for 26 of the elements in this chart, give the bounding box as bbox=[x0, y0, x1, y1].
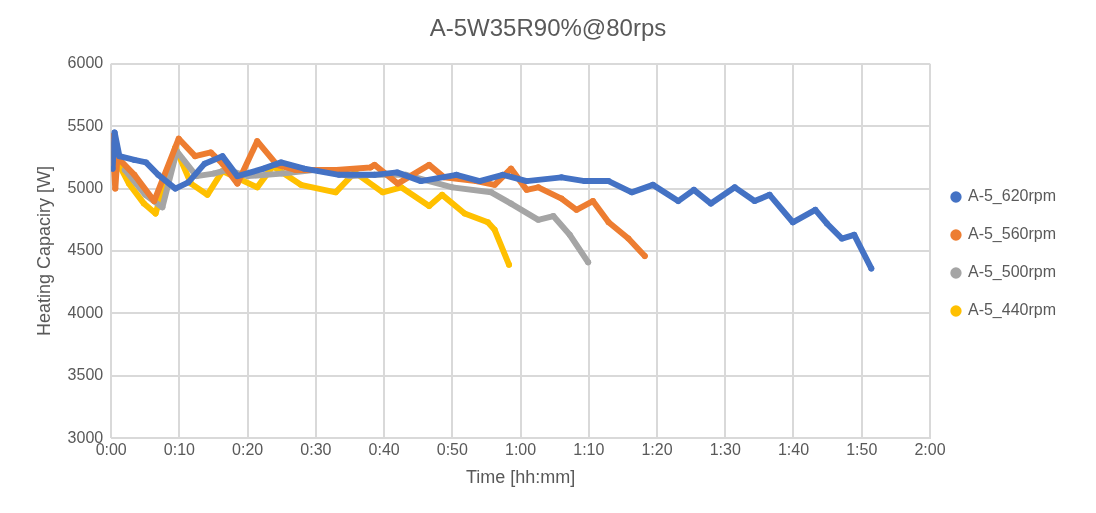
x-tick-label: 0:50 bbox=[436, 441, 469, 459]
x-tick-label: 0:00 bbox=[95, 441, 127, 459]
y-tick-label: 4500 bbox=[67, 241, 104, 259]
legend-label: A-5_560rpm bbox=[967, 225, 1056, 244]
x-tick-label: 1:50 bbox=[846, 441, 878, 459]
x-tick-label: 0:10 bbox=[163, 441, 196, 459]
y-tick-label: 5500 bbox=[67, 116, 104, 134]
x-tick-label: 0:30 bbox=[300, 441, 332, 459]
y-tick-label: 4000 bbox=[67, 303, 104, 321]
x-tick-label: 1:00 bbox=[505, 441, 537, 459]
x-tick-label: 2:00 bbox=[914, 441, 946, 459]
legend-label: A-5_500rpm bbox=[967, 263, 1056, 282]
x-axis-title: Time [hh:mm] bbox=[465, 467, 576, 488]
x-tick-label: 1:20 bbox=[641, 441, 673, 459]
chart-title: A-5W35R90%@80rps bbox=[429, 14, 667, 42]
legend-label: A-5_620rpm bbox=[967, 187, 1056, 206]
x-tick-label: 0:40 bbox=[368, 441, 400, 459]
legend-label: A-5_440rpm bbox=[967, 301, 1056, 320]
x-tick-label: 1:10 bbox=[573, 441, 605, 459]
x-tick-label: 1:40 bbox=[777, 441, 810, 459]
y-axis-title: Heating Capaciry [W] bbox=[33, 165, 54, 337]
x-tick-label: 1:30 bbox=[709, 441, 741, 459]
y-tick-label: 3500 bbox=[67, 366, 104, 384]
y-tick-label: 5000 bbox=[67, 179, 104, 197]
x-tick-label: 0:20 bbox=[232, 441, 264, 459]
y-tick-label: 6000 bbox=[67, 54, 104, 72]
